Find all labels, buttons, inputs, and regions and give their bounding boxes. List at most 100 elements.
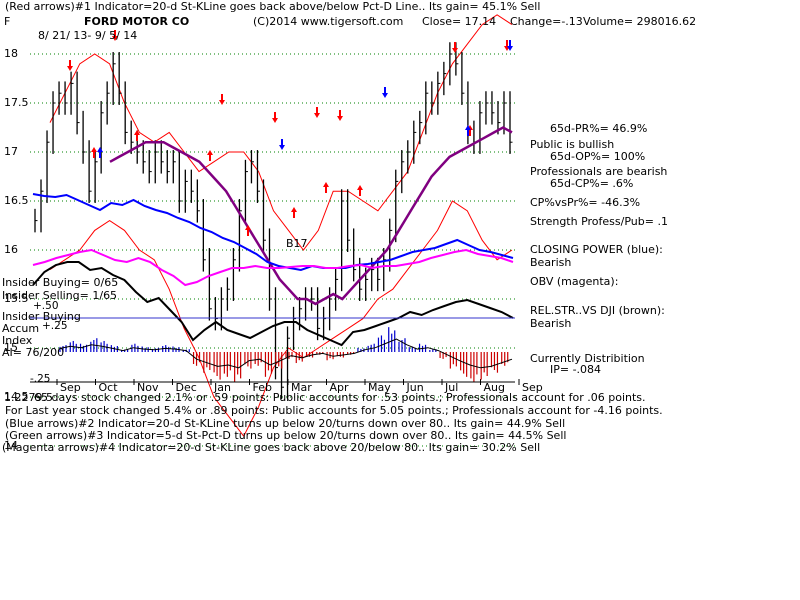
footer-line-4: (Green arrows)#3 Indicator=5-d St-Pct-D … bbox=[5, 429, 567, 442]
insider-selling-count: Insider Selling= 1/65 bbox=[2, 289, 118, 302]
cp-value: 65d-CP%= .6% bbox=[550, 177, 634, 190]
arrow-head bbox=[112, 36, 118, 41]
relstr-state: Bearish bbox=[530, 317, 572, 330]
down-arrow-icon bbox=[112, 30, 118, 41]
x-tick-label: Aug bbox=[483, 381, 505, 394]
relstr-line bbox=[32, 261, 514, 347]
ticker-symbol: F bbox=[4, 15, 11, 28]
arrow-head bbox=[465, 125, 471, 130]
up-arrow-icon bbox=[245, 225, 251, 236]
arrow-head bbox=[97, 147, 103, 152]
y-tick-label: 16 bbox=[4, 243, 18, 256]
closing-power-series bbox=[32, 193, 514, 272]
strength-value: Strength Profess/Pub= .1 bbox=[530, 215, 668, 228]
y-tick-label: 14.5 bbox=[4, 390, 29, 403]
closing-power-label: CLOSING POWER (blue): bbox=[530, 243, 663, 256]
arrow-head bbox=[291, 207, 297, 212]
x-tick-label: Oct bbox=[98, 381, 118, 394]
x-tick-label: Jun bbox=[406, 381, 424, 394]
footer-line-5: (Magenta arrows)#4 Indicator=20-d St-KLi… bbox=[2, 441, 541, 454]
up-arrow-icon bbox=[323, 182, 329, 193]
arrow-head bbox=[452, 48, 458, 53]
up-arrow-icon bbox=[134, 130, 140, 141]
date-range: 8/ 21/ 13- 9/ 5/ 14 bbox=[38, 29, 138, 42]
up-arrow-icon bbox=[207, 150, 213, 161]
change-value: Change=-.13 bbox=[510, 15, 583, 28]
b17-annotation: B17 bbox=[286, 237, 308, 250]
accum-ma-line bbox=[59, 338, 513, 369]
arrow-head bbox=[207, 150, 213, 155]
y-tick-label: 17.5 bbox=[4, 96, 29, 109]
accum-index-bars bbox=[59, 327, 513, 383]
accum-plus25: +.25 bbox=[42, 320, 68, 332]
x-tick-label: Jan bbox=[214, 381, 231, 394]
x-tick-label: Feb bbox=[252, 381, 272, 394]
copyright: (C)2014 www.tigersoft.com bbox=[253, 15, 404, 28]
x-tick-label: Dec bbox=[175, 381, 197, 394]
close-value: Close= 17.14 bbox=[422, 15, 497, 28]
x-tick-label: May bbox=[368, 381, 391, 394]
footer-line-1: 65 days stock changed 2.1% or .59 points… bbox=[34, 391, 646, 404]
y-tick-label: 16.5 bbox=[4, 194, 29, 207]
arrow-head bbox=[357, 185, 363, 190]
down-arrow-icon bbox=[382, 87, 388, 98]
y-tick-label: 18 bbox=[4, 47, 18, 60]
footer-prefix: 1.2279.5 bbox=[4, 391, 53, 404]
index-label: Index bbox=[2, 334, 33, 347]
up-arrow-icon bbox=[291, 207, 297, 218]
public-state: Public is bullish bbox=[530, 138, 615, 151]
distribution-label: Currently Distribition bbox=[530, 352, 645, 365]
down-arrow-icon bbox=[67, 60, 73, 71]
insider-buying-label: Insider Buying bbox=[2, 310, 81, 323]
obv-series bbox=[32, 248, 514, 287]
arrow-head bbox=[272, 118, 278, 123]
up-arrow-icon bbox=[465, 125, 471, 136]
up-arrow-icon bbox=[91, 147, 97, 158]
x-tick-label: Sep bbox=[522, 381, 543, 394]
arrow-head bbox=[323, 182, 329, 187]
arrow-head bbox=[279, 145, 285, 150]
down-arrow-icon bbox=[279, 139, 285, 150]
obv-label: OBV (magenta): bbox=[530, 275, 619, 288]
y-tick-label: 14 bbox=[4, 439, 18, 452]
ai-value: AI= 76/200 bbox=[2, 346, 65, 359]
professionals-state: Professionals are bearish bbox=[530, 165, 668, 178]
down-arrow-icon bbox=[219, 94, 225, 105]
arrow-head bbox=[67, 66, 73, 71]
indicator-line-1: (Red arrows)#1 Indicator=20-d St-KLine g… bbox=[5, 0, 541, 13]
insider-buying-count: Insider Buying= 0/65 bbox=[2, 276, 119, 289]
x-tick-label: Jul bbox=[445, 381, 459, 394]
down-arrow-icon bbox=[272, 112, 278, 123]
closing-power-line bbox=[32, 193, 514, 272]
op-value: 65d-OP%= 100% bbox=[550, 150, 646, 163]
pr-value: 65d-PR%= 46.9% bbox=[550, 122, 648, 135]
relstr-label: REL.STR..VS DJI (brown): bbox=[530, 304, 665, 317]
y-tick-label: 17 bbox=[4, 145, 18, 158]
accum-label: Accum bbox=[2, 322, 40, 335]
ma-line bbox=[109, 126, 513, 306]
down-arrow-icon bbox=[314, 107, 320, 118]
x-tick-label: Apr bbox=[329, 381, 349, 394]
moving-average bbox=[109, 126, 513, 306]
footer-line-3: (Blue arrows)#2 Indicator=20-d St-KLine … bbox=[5, 417, 566, 430]
arrow-head bbox=[507, 46, 513, 51]
up-arrow-icon bbox=[357, 185, 363, 196]
arrow-head bbox=[91, 147, 97, 152]
arrow-head bbox=[245, 225, 251, 230]
x-tick-label: Nov bbox=[137, 381, 159, 394]
accum-minus25: -.25 bbox=[30, 373, 51, 385]
down-arrow-icon bbox=[337, 110, 343, 121]
y-tick-label: 15.5 bbox=[4, 292, 29, 305]
arrow-head bbox=[382, 93, 388, 98]
ip-value: IP= -.084 bbox=[550, 363, 602, 376]
obv-line bbox=[32, 248, 514, 287]
down-arrow-icon bbox=[452, 42, 458, 53]
arrow-head bbox=[314, 113, 320, 118]
cpvspr-value: CP%vsPr%= -46.3% bbox=[530, 196, 641, 209]
band-upper bbox=[49, 14, 513, 251]
x-tick-label: Mar bbox=[291, 381, 312, 394]
down-arrow-icon bbox=[507, 40, 513, 51]
relative-strength-series bbox=[32, 261, 514, 347]
arrow-head bbox=[134, 130, 140, 135]
